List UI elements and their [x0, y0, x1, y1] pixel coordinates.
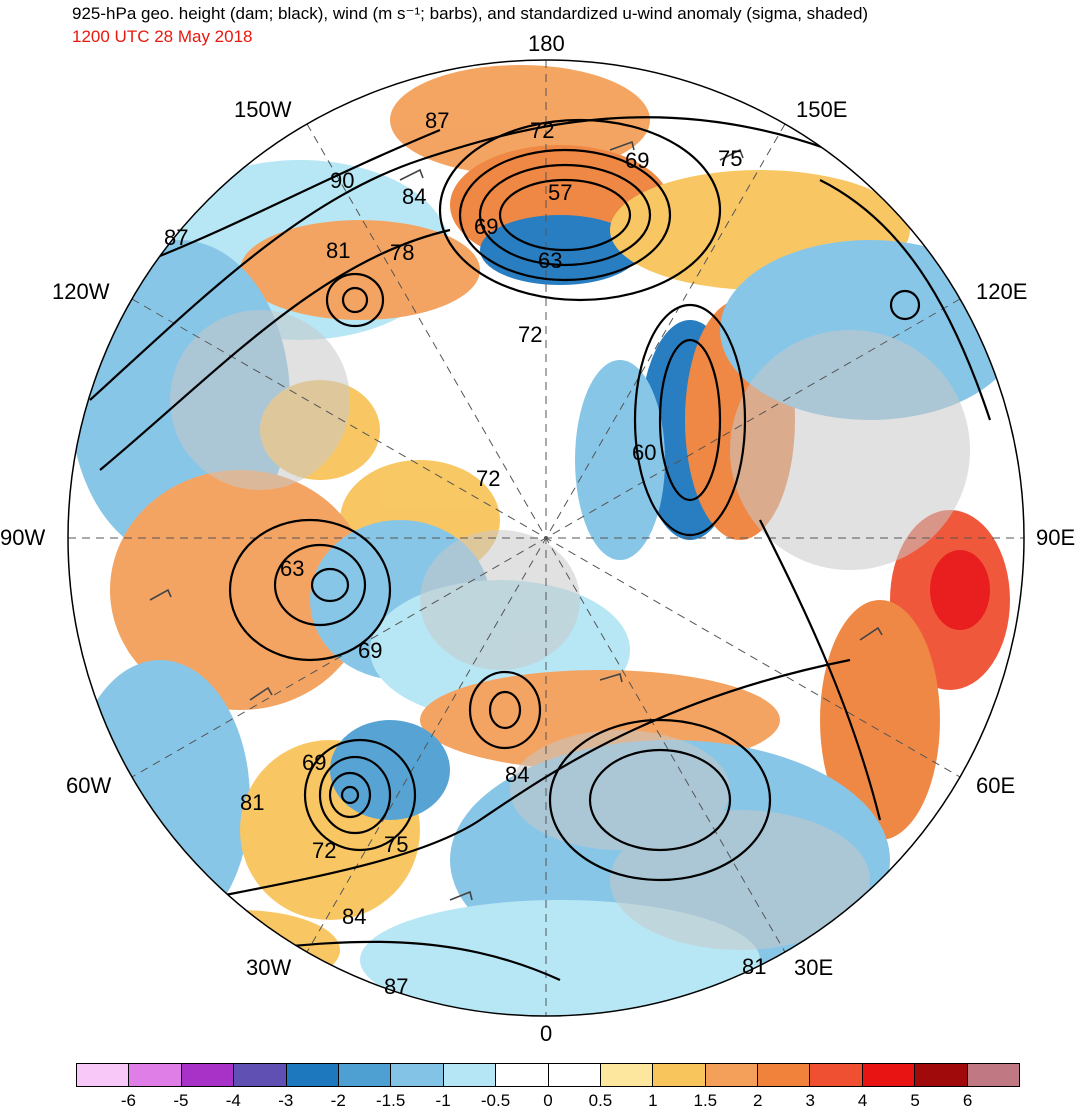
contour-label: 63	[280, 556, 304, 581]
contour-label: 63	[538, 248, 562, 273]
colorbar-tick-label: 4	[857, 1091, 868, 1110]
colorbar-swatch	[76, 1063, 129, 1087]
colorbar-tick-label: 1	[648, 1091, 658, 1110]
contour-label: 69	[358, 638, 382, 663]
colorbar-tick-label: -0.5	[480, 1091, 511, 1110]
lon-label-30w: 30W	[246, 955, 292, 980]
lon-label-120w: 120W	[52, 279, 110, 304]
contour-label: 75	[384, 832, 408, 857]
contour-label: 69	[625, 148, 649, 173]
contour-label: 69	[474, 214, 498, 239]
wind-barbs	[149, 140, 883, 901]
colorbar-swatch	[757, 1063, 810, 1087]
contour-label: 84	[342, 904, 366, 929]
lon-label-0: 0	[540, 1021, 553, 1046]
colorbar-tick-label: -3	[278, 1091, 294, 1110]
land-masses	[170, 310, 970, 950]
colorbar-swatch	[547, 1063, 600, 1087]
contour-label: 72	[476, 466, 500, 491]
polar-map: 87 72 69 75 90 84 57 87 81 78 69 63 72 6…	[67, 59, 1025, 1017]
colorbar-tick-label: -6	[120, 1091, 136, 1110]
colorbar-swatch	[442, 1063, 496, 1087]
lon-label-180: 180	[528, 31, 565, 56]
contour-label: 87	[425, 108, 449, 133]
lon-label-30e: 30E	[794, 955, 834, 980]
colorbar-swatch	[233, 1063, 286, 1087]
colorbar-tick-label: 6	[962, 1091, 973, 1110]
colorbar-tick-label: -4	[225, 1091, 241, 1110]
lon-label-90e: 90E	[1036, 525, 1076, 550]
contour-label: 75	[718, 146, 742, 171]
colorbar-swatch	[861, 1063, 915, 1087]
lon-label-90w: 90W	[0, 525, 46, 550]
colorbar-swatch	[809, 1063, 862, 1087]
lon-label-60w: 60W	[66, 773, 112, 798]
colorbar-swatch	[914, 1063, 967, 1087]
contour-label: 84	[505, 762, 529, 787]
colorbar-swatch	[128, 1063, 181, 1087]
contour-label: 81	[326, 238, 350, 263]
colorbar-tick-label: 0.5	[588, 1091, 613, 1110]
colorbar-swatch	[390, 1063, 443, 1087]
contour-label: 69	[302, 750, 326, 775]
colorbar-swatch	[285, 1063, 338, 1087]
lon-label-120e: 120E	[976, 279, 1028, 304]
colorbar-swatch	[599, 1063, 653, 1087]
map-disc	[68, 60, 1024, 1016]
height-contours	[89, 116, 992, 982]
contour-label: 72	[312, 838, 336, 863]
colorbar-tick-label: -1.5	[376, 1091, 406, 1110]
valid-time: 1200 UTC 28 May 2018	[72, 27, 253, 46]
colorbar-tick-label: 3	[805, 1091, 815, 1110]
colorbar-tick-label: 1.5	[693, 1091, 718, 1110]
contour-label: 60	[632, 440, 656, 465]
colorbar-swatch	[966, 1063, 1021, 1087]
contour-label: 57	[548, 180, 572, 205]
contour-label: 87	[164, 225, 188, 250]
colorbar-tick-label: 0	[543, 1091, 553, 1110]
contour-label: 78	[390, 240, 414, 265]
colorbar-swatch	[180, 1063, 234, 1087]
colorbar-tick-label: -2	[330, 1091, 346, 1110]
colorbar-tick-label: -5	[173, 1091, 189, 1110]
colorbar-swatch	[704, 1063, 758, 1087]
colorbar	[76, 1063, 1021, 1087]
contour-label: 87	[384, 974, 408, 999]
contour-label: 72	[530, 118, 554, 143]
contour-label: 84	[402, 184, 426, 209]
colorbar-swatch	[652, 1063, 705, 1087]
chart-title: 925-hPa geo. height (dam; black), wind (…	[72, 4, 869, 23]
lon-label-150w: 150W	[234, 97, 292, 122]
contour-labels: 87 72 69 75 90 84 57 87 81 78 69 63 72 6…	[164, 108, 766, 999]
colorbar-tick-label: 5	[910, 1091, 920, 1110]
contour-label: 72	[518, 322, 542, 347]
contour-label: 81	[742, 954, 766, 979]
contour-label: 90	[330, 168, 354, 193]
colorbar-tick-label: -1	[435, 1091, 451, 1110]
graticule	[68, 60, 1024, 1016]
contour-label: 81	[240, 790, 264, 815]
lon-label-60e: 60E	[976, 773, 1016, 798]
lon-label-150e: 150E	[796, 97, 848, 122]
colorbar-tick-label: 2	[753, 1091, 763, 1110]
colorbar-swatch	[495, 1063, 548, 1087]
colorbar-swatch	[337, 1063, 391, 1087]
